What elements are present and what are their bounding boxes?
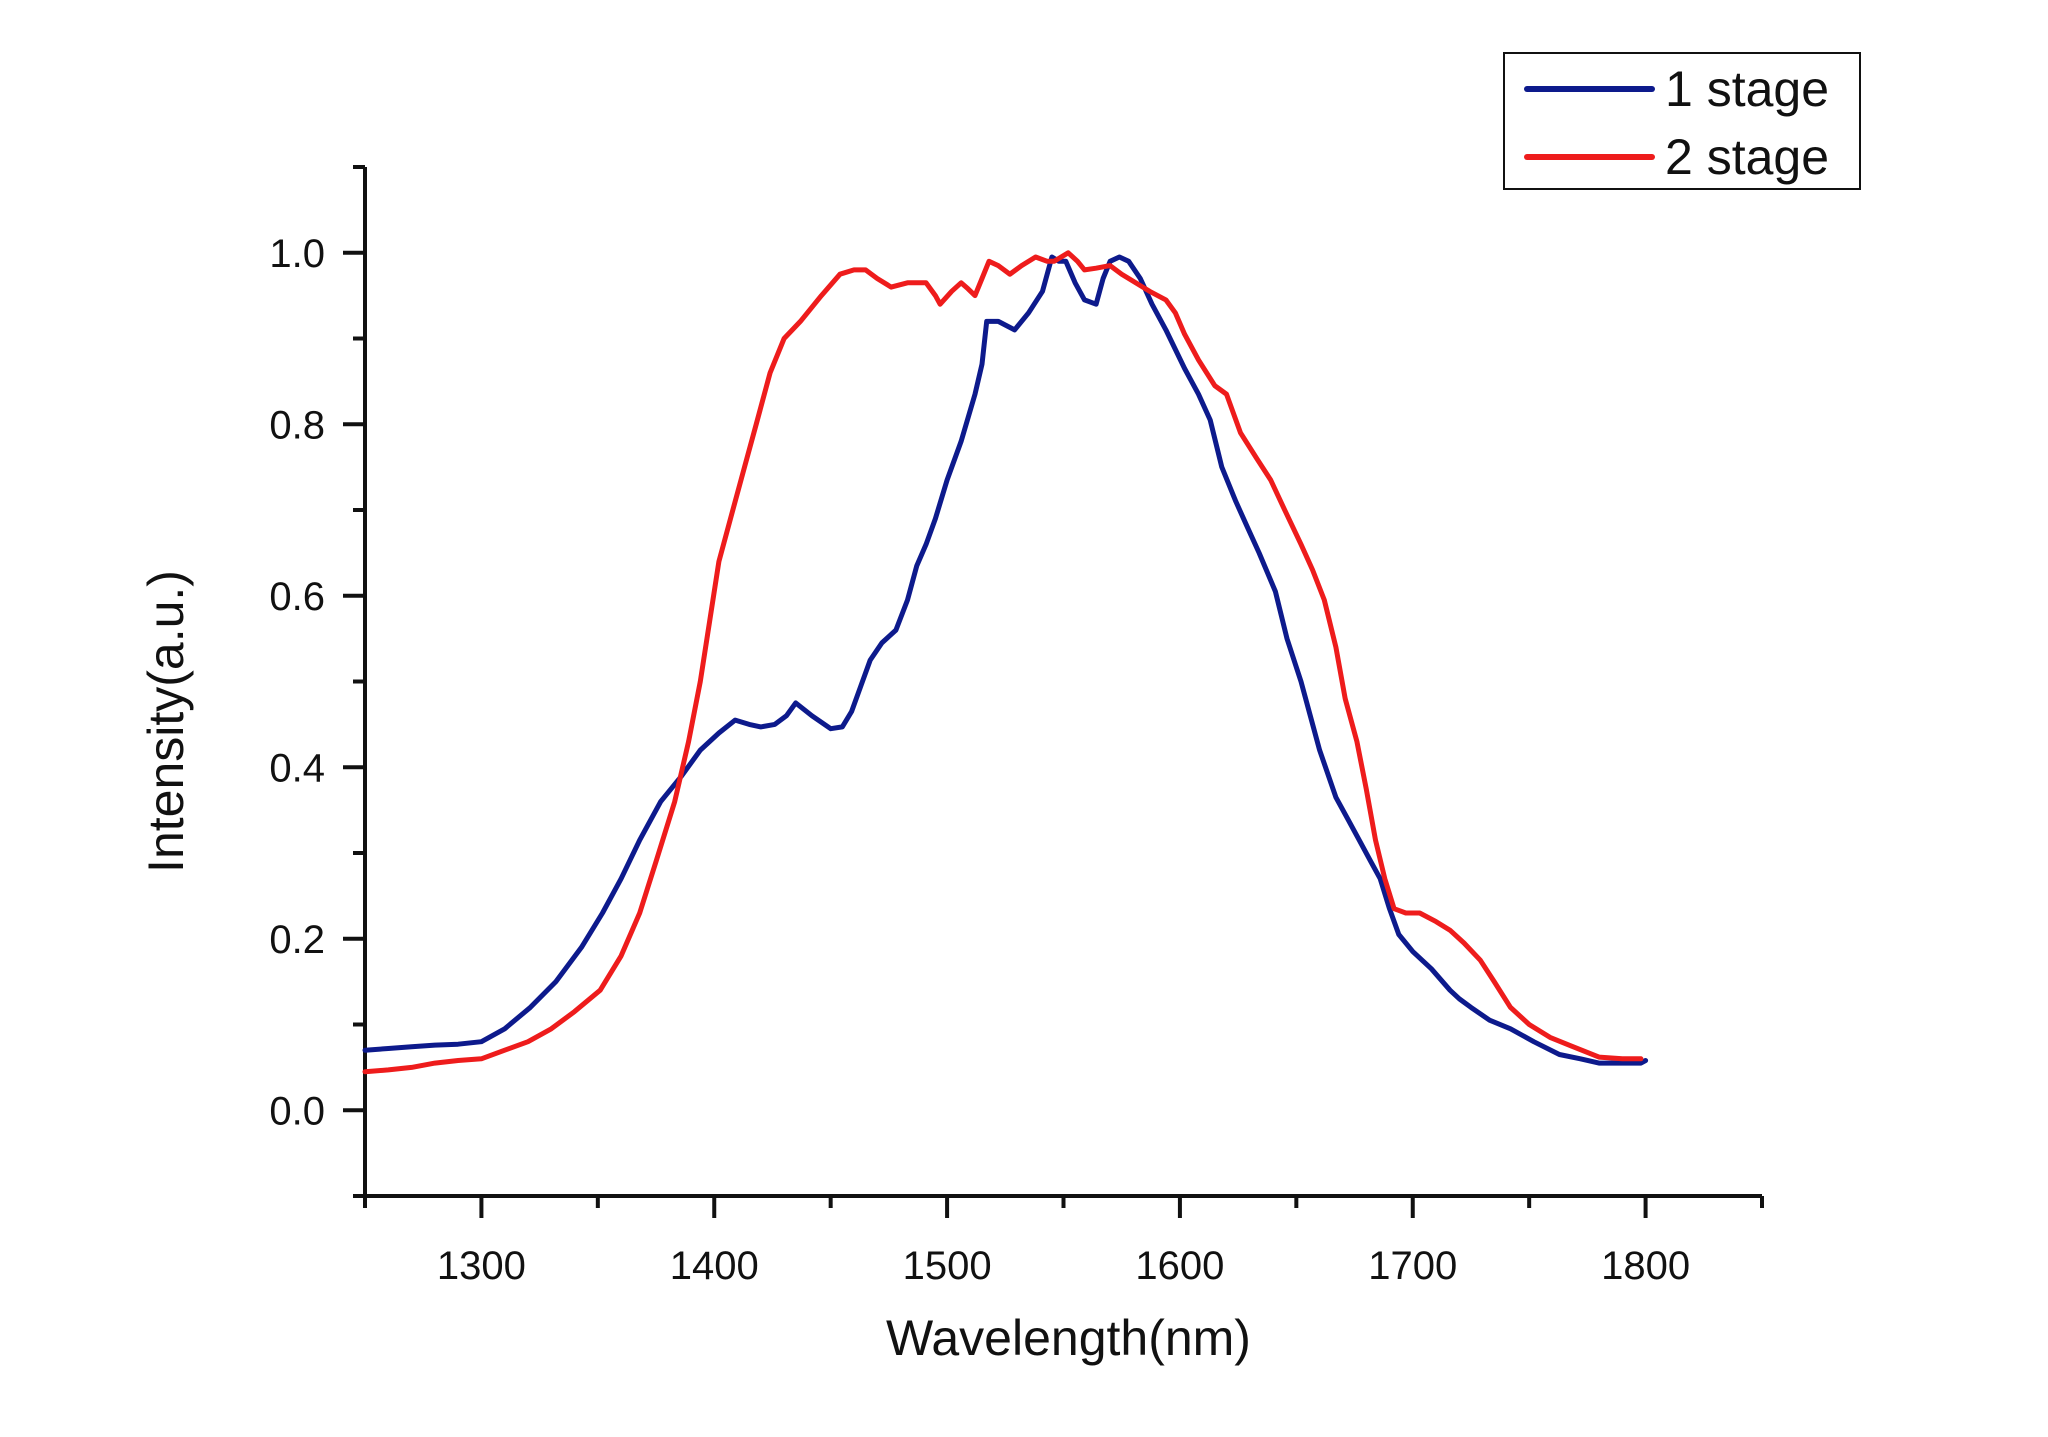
legend-label-1-stage: 1 stage xyxy=(1665,61,1829,117)
x-tick-label: 1800 xyxy=(1601,1244,1690,1288)
x-tick-label: 1500 xyxy=(903,1244,992,1288)
y-axis-title: Intensity(a.u.) xyxy=(138,570,194,873)
y-tick-label: 0.6 xyxy=(269,575,325,619)
y-tick-label: 1.0 xyxy=(269,232,325,276)
y-tick-label: 0.4 xyxy=(269,746,325,790)
legend-label-2-stage: 2 stage xyxy=(1665,129,1829,185)
x-tick-label: 1400 xyxy=(670,1244,759,1288)
y-axis: 0.0 0.2 0.4 0.6 0.8 1.0 xyxy=(269,165,367,1198)
x-axis: 1300 1400 1500 1600 1700 1800 xyxy=(363,1194,1764,1288)
series-layer xyxy=(362,250,1649,1075)
x-tick-label: 1300 xyxy=(437,1244,526,1288)
legend-box xyxy=(1503,52,1861,190)
x-axis-title: Wavelength(nm) xyxy=(886,1310,1251,1366)
y-tick-label: 0.2 xyxy=(269,918,325,962)
legend: 1 stage 2 stage xyxy=(1503,52,1861,190)
x-tick-label: 1600 xyxy=(1135,1244,1224,1288)
series-line-2-stage xyxy=(362,250,1644,1075)
y-tick-label: 0.0 xyxy=(269,1089,325,1133)
y-tick-label: 0.8 xyxy=(269,403,325,447)
x-tick-label: 1700 xyxy=(1368,1244,1457,1288)
